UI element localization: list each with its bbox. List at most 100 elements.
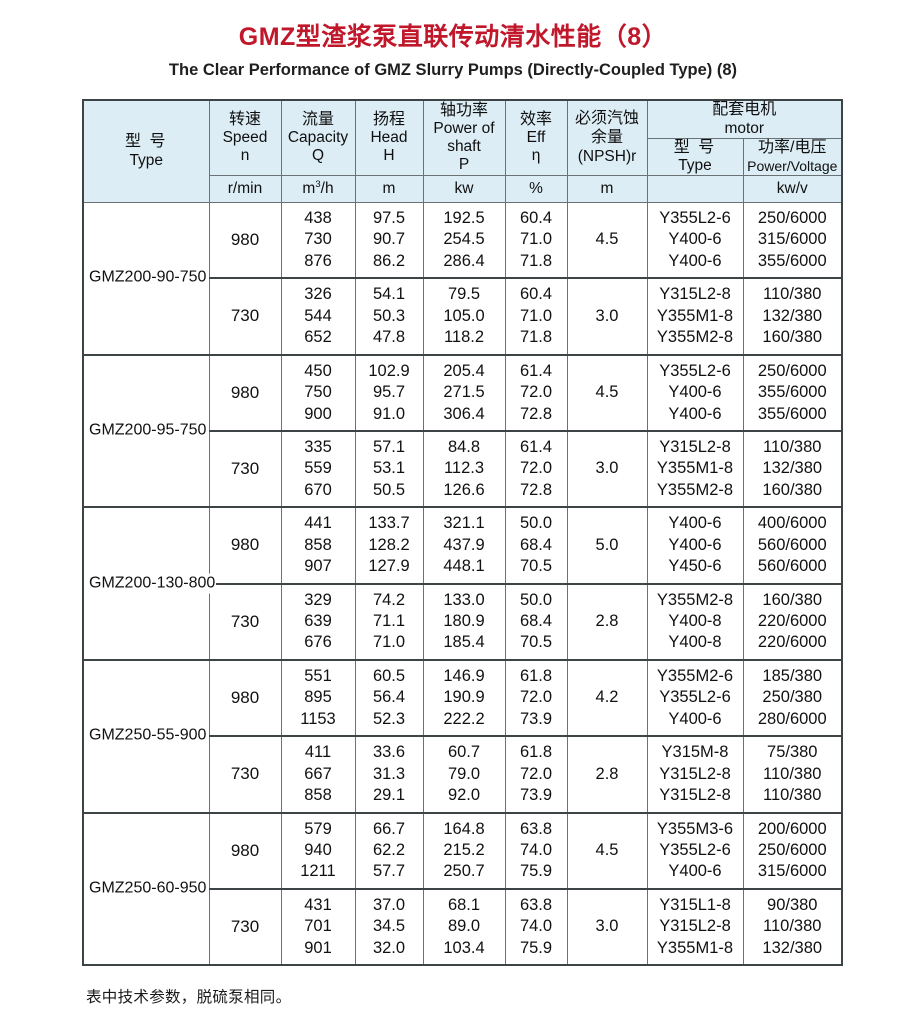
motor-type-cell-value: Y400-6 [668, 709, 722, 728]
power-cell-value: 192.5 [443, 209, 485, 228]
power-cell-value: 190.9 [443, 688, 485, 707]
head-cell-value: 54.1 [372, 285, 406, 304]
head-cell-value: 102.9 [368, 361, 410, 380]
efficiency-cell-value: 61.4 [519, 437, 553, 456]
capacity-cell: 411 667 858 [280, 735, 356, 814]
power-cell-value: 254.5 [443, 230, 485, 249]
npsh-cell: 4.5 [566, 811, 648, 890]
motor-type-cell-value: Y355M1-8 [656, 459, 734, 478]
power-cell: 192.5 254.5 286.4 [422, 202, 506, 279]
capacity-cell-value: 670 [304, 480, 332, 499]
table-row: GMZ200-95-750 980 450 750 900 102.9 95.7 91.0 20… [82, 353, 843, 508]
motor-power-voltage-cell-value: 250/6000 [757, 209, 827, 228]
speed-cell: 730 [208, 735, 282, 814]
motor-power-voltage-cell-value: 250/6000 [757, 361, 827, 380]
head-cell-value: 60.5 [372, 666, 406, 685]
head-cell-value: 128.2 [368, 535, 410, 554]
power-cell-value: 205.4 [443, 361, 485, 380]
power-cell-value: 180.9 [443, 612, 485, 631]
header-speed: 转速 Speed n [208, 99, 282, 177]
motor-power-voltage-cell: 200/6000 250/6000 315/6000 [742, 811, 843, 890]
speed-cell: 730 [208, 582, 282, 661]
motor-power-voltage-cell-value: 560/6000 [757, 535, 827, 554]
pump-type-label: GMZ200-130-800 [88, 573, 217, 594]
motor-type-cell: Y355M2-6 Y355L2-6 Y400-6 [646, 658, 744, 737]
efficiency-cell-value: 61.4 [519, 361, 553, 380]
motor-type-cell-value: Y355M2-8 [656, 328, 734, 347]
capacity-cell-value: 438 [304, 209, 332, 228]
head-cell: 102.9 95.7 91.0 [354, 353, 424, 432]
motor-type-cell-value: Y355L2-6 [659, 209, 731, 228]
unit-capacity: m3/h [280, 175, 356, 204]
capacity-cell-value: 544 [304, 306, 332, 325]
header-motor-group: 配套电机 motor [646, 99, 843, 139]
header-npsh: 必须汽蚀余量 (NPSH)r [566, 99, 648, 177]
header-type-cn: 型 号 [125, 133, 168, 151]
capacity-cell: 441 858 907 [280, 506, 356, 585]
motor-type-cell-value: Y355M1-8 [656, 938, 734, 957]
power-cell: 205.4 271.5 306.4 [422, 353, 506, 432]
capacity-cell-value: 326 [304, 285, 332, 304]
efficiency-cell: 50.0 68.4 70.5 [504, 506, 568, 585]
motor-power-voltage-cell-value: 250/380 [762, 688, 823, 707]
efficiency-cell-value: 73.9 [519, 709, 553, 728]
head-cell-value: 50.3 [372, 306, 406, 325]
capacity-cell-value: 1153 [300, 709, 336, 728]
unit-power: kw [422, 175, 506, 204]
motor-type-cell-value: Y400-8 [668, 612, 722, 631]
speed-cell: 730 [208, 887, 282, 966]
efficiency-cell-value: 72.8 [519, 404, 553, 423]
header-speed-cn: 转速 [228, 110, 261, 128]
efficiency-cell-value: 71.8 [519, 251, 553, 270]
efficiency-cell-value: 61.8 [519, 666, 553, 685]
efficiency-cell-value: 70.5 [519, 557, 553, 576]
npsh-cell: 4.5 [566, 202, 648, 279]
capacity-cell-value: 559 [304, 459, 332, 478]
head-cell-value: 50.5 [372, 480, 406, 499]
pump-type-cell: GMZ200-95-750 [82, 353, 210, 508]
motor-type-cell-value: Y355L2-6 [659, 361, 731, 380]
capacity-cell: 431 701 901 [280, 887, 356, 966]
capacity-cell-value: 701 [304, 917, 332, 936]
motor-power-voltage-cell-value: 315/6000 [757, 862, 827, 881]
power-cell-value: 306.4 [443, 404, 485, 423]
header-power-symbol: P [458, 156, 470, 174]
efficiency-cell-value: 63.8 [519, 819, 553, 838]
speed-cell: 980 [208, 202, 282, 279]
capacity-cell-value: 431 [304, 895, 332, 914]
power-cell-value: 286.4 [443, 251, 485, 270]
capacity-cell: 329 639 676 [280, 582, 356, 661]
motor-type-cell: Y400-6 Y400-6 Y450-6 [646, 506, 744, 585]
power-cell-value: 164.8 [443, 819, 485, 838]
header-motor-type: 型 号 Type [646, 137, 744, 177]
efficiency-cell-value: 75.9 [519, 938, 553, 957]
pump-type-cell: GMZ250-55-900 [82, 658, 210, 814]
capacity-cell-value: 858 [304, 535, 332, 554]
pump-type-label: GMZ250-60-950 [88, 878, 208, 900]
capacity-cell: 551 895 1153 [280, 658, 356, 737]
efficiency-cell-value: 68.4 [519, 535, 553, 554]
power-cell-value: 84.8 [447, 437, 481, 456]
motor-power-voltage-cell-value: 400/6000 [757, 514, 827, 533]
head-cell-value: 32.0 [372, 938, 406, 957]
pump-type-cell: GMZ200-130-800 [82, 506, 217, 661]
table-row: GMZ250-60-950 980 579 940 1211 66.7 62.2 57.7 16… [82, 811, 843, 966]
header-capacity-cn: 流量 [301, 110, 334, 128]
motor-type-cell-value: Y400-6 [668, 535, 722, 554]
header-motor-pv-en: Power/Voltage [747, 157, 838, 174]
motor-type-cell-value: Y400-8 [668, 633, 722, 652]
motor-power-voltage-cell-value: 355/6000 [757, 404, 827, 423]
power-cell: 321.1 437.9 448.1 [422, 506, 506, 585]
capacity-cell-value: 1211 [300, 862, 336, 881]
capacity-cell-value: 329 [304, 590, 332, 609]
power-cell-value: 105.0 [443, 306, 485, 325]
pump-type-label: GMZ200-95-750 [88, 420, 208, 442]
npsh-cell: 2.8 [566, 582, 648, 661]
header-capacity: 流量 Capacity Q [280, 99, 356, 177]
head-cell-value: 53.1 [372, 459, 406, 478]
capacity-cell-value: 335 [304, 437, 332, 456]
motor-power-voltage-cell-value: 160/380 [762, 590, 823, 609]
efficiency-cell-value: 70.5 [519, 633, 553, 652]
power-cell: 164.8 215.2 250.7 [422, 811, 506, 890]
capacity-cell: 450 750 900 [280, 353, 356, 432]
